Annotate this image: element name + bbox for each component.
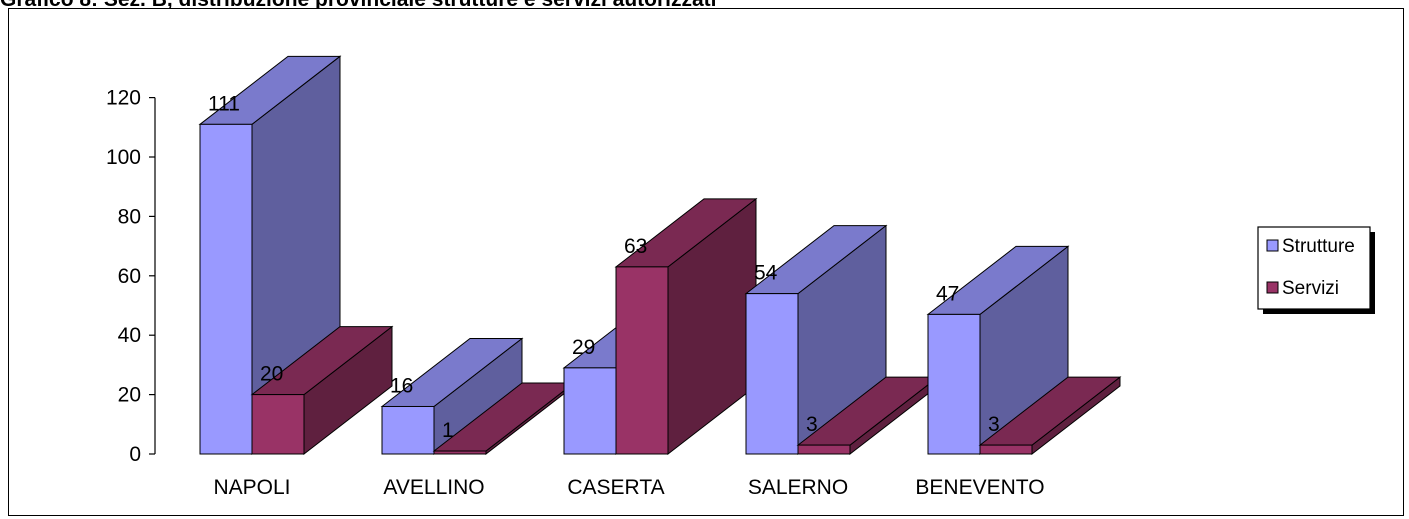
page-title: Grafico 8: Sez. B, distribuzione provinc… bbox=[0, 0, 717, 12]
bars bbox=[198, 55, 1122, 456]
category-label: NAPOLI bbox=[213, 476, 290, 499]
category-label: CASERTA bbox=[567, 476, 664, 499]
data-label-strutture: 47 bbox=[936, 282, 959, 305]
data-label-servizi: 20 bbox=[260, 363, 283, 386]
bar-strutture-avellino bbox=[380, 337, 524, 456]
y-tick-label: 40 bbox=[118, 324, 141, 347]
bar-front bbox=[563, 367, 617, 455]
bar-servizi-napoli bbox=[250, 325, 394, 456]
data-labels: 111 20 16 1 29 63 54 3 47 3 bbox=[208, 92, 1000, 442]
data-label-strutture: 111 bbox=[208, 92, 240, 115]
data-label-strutture: 54 bbox=[754, 262, 778, 285]
bar-servizi-benevento bbox=[978, 376, 1122, 456]
data-label-servizi: 63 bbox=[624, 235, 647, 258]
data-label-strutture: 16 bbox=[390, 374, 413, 397]
bar-servizi-avellino bbox=[432, 382, 576, 456]
category-label: AVELLINO bbox=[383, 476, 484, 499]
y-axis: 0 20 40 60 80 100 120 bbox=[106, 87, 156, 466]
bar-servizi-salerno bbox=[796, 376, 940, 456]
chart-frame: 0 20 40 60 80 100 120 111 20 16 1 29 63 54 3 47 3 NAPOL… bbox=[8, 8, 1404, 516]
bar-front bbox=[797, 444, 851, 455]
data-label-servizi: 3 bbox=[806, 413, 818, 436]
y-tick-label: 0 bbox=[129, 443, 141, 466]
bar-servizi-caserta bbox=[614, 197, 758, 456]
category-label: SALERNO bbox=[748, 476, 848, 499]
legend-label: Servizi bbox=[1282, 278, 1339, 299]
bar-front bbox=[433, 450, 487, 455]
legend-swatch bbox=[1266, 239, 1279, 252]
category-label: BENEVENTO bbox=[915, 476, 1044, 499]
data-label-servizi: 1 bbox=[442, 419, 454, 442]
bar-front bbox=[251, 394, 305, 455]
bar-front bbox=[927, 313, 981, 455]
y-tick-label: 20 bbox=[118, 384, 141, 407]
bar-front bbox=[745, 293, 799, 455]
legend: Strutture Servizi bbox=[1257, 226, 1375, 314]
bar-front bbox=[615, 266, 669, 455]
y-tick-label: 120 bbox=[106, 87, 141, 110]
category-labels: NAPOLI AVELLINO CASERTA SALERNO BENEVENTO bbox=[213, 476, 1044, 499]
y-tick-label: 80 bbox=[118, 205, 141, 228]
legend-swatch bbox=[1266, 281, 1279, 294]
legend-label: Strutture bbox=[1282, 236, 1355, 257]
bar-front bbox=[199, 123, 253, 455]
data-label-servizi: 3 bbox=[988, 413, 1000, 436]
y-tick-label: 100 bbox=[106, 146, 141, 169]
data-label-strutture: 29 bbox=[572, 336, 595, 359]
bar-front bbox=[381, 405, 435, 455]
bar-front bbox=[979, 444, 1033, 455]
y-tick-label: 60 bbox=[118, 265, 141, 288]
bar-chart: 0 20 40 60 80 100 120 111 20 16 1 29 63 54 3 47 3 NAPOL… bbox=[106, 55, 1375, 499]
